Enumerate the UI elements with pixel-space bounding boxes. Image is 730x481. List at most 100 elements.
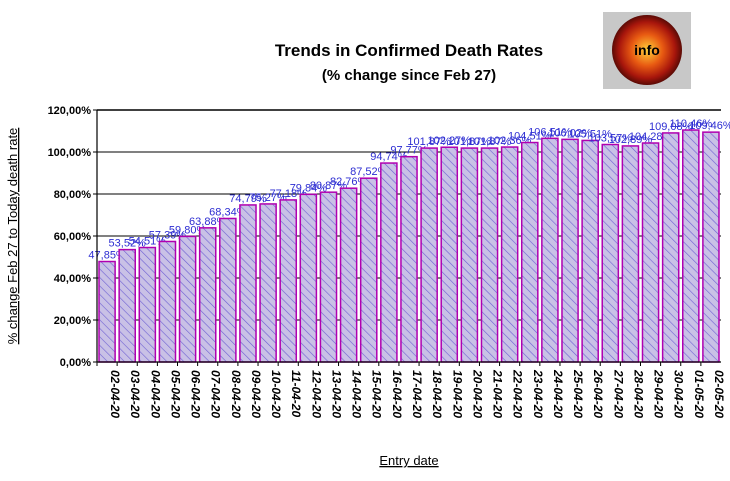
bar: [460, 147, 479, 363]
data-label: 105,51%: [568, 128, 612, 140]
data-label: 74,79%: [229, 193, 267, 205]
data-label: 103,57%: [589, 133, 633, 145]
x-tick-label: 21-04-20: [491, 369, 505, 418]
bar: [158, 240, 177, 363]
bar: [259, 203, 277, 363]
bar: [138, 246, 157, 363]
y-tick-label: 40,00%: [54, 273, 92, 285]
bar: [219, 217, 237, 363]
bar: [641, 142, 660, 363]
data-label: 101,87%: [407, 136, 451, 148]
data-label: 63,88%: [189, 216, 227, 228]
data-label: 77,18%: [270, 188, 308, 200]
data-label: 54,51%: [129, 236, 167, 248]
x-tick-label: 17-04-20: [410, 370, 424, 418]
y-axis-title: % change Feb 27 to Today death rate: [5, 128, 20, 345]
bar: [198, 227, 217, 363]
y-tick-label: 120,00%: [48, 105, 92, 117]
data-label: 102,36%: [488, 135, 532, 147]
x-tick-label: 22-04-20: [511, 369, 525, 418]
x-tick-label: 16-04-20: [390, 370, 404, 418]
data-label: 106,51%: [528, 126, 572, 138]
x-tick-label: 18-04-20: [430, 370, 444, 418]
data-label: 110,46%: [670, 118, 713, 130]
bar: [601, 143, 620, 363]
bar: [440, 146, 459, 363]
bar: [702, 131, 720, 363]
bar: [178, 235, 197, 363]
data-label: 59,80%: [169, 224, 207, 236]
x-axis-title: Entry date: [379, 453, 438, 468]
x-tick-label: 23-04-20: [531, 369, 545, 418]
data-label: 102,89%: [609, 134, 653, 146]
y-tick-label: 80,00%: [54, 189, 92, 201]
data-label: 101,87%: [468, 136, 512, 148]
data-label: 82,76%: [330, 176, 368, 188]
bar: [299, 193, 318, 363]
chart-title: Trends in Confirmed Death Rates: [275, 41, 543, 60]
chart-subtitle: (% change since Feb 27): [322, 67, 496, 84]
data-label: 80,87%: [310, 180, 348, 192]
x-tick-label: 04-04-20: [148, 370, 162, 418]
x-tick-label: 07-04-20: [209, 370, 223, 418]
data-label: 75,27%: [249, 192, 287, 204]
logo: info: [603, 12, 691, 89]
bar: [98, 260, 116, 363]
x-tick-label: 13-04-20: [329, 370, 343, 418]
data-label: 109,46%: [689, 120, 730, 132]
bar: [621, 145, 640, 363]
data-label: 79,84%: [290, 182, 328, 194]
bar: [581, 139, 599, 363]
bar: [500, 146, 519, 363]
bar: [682, 129, 700, 363]
x-tick-label: 28-04-20: [631, 369, 645, 418]
bar: [400, 155, 418, 363]
data-label: 102,27%: [428, 135, 472, 147]
bar: [480, 147, 499, 363]
y-tick-label: 20,00%: [54, 315, 92, 327]
data-label: 106,02%: [548, 127, 592, 139]
x-tick-label: 20-04-20: [470, 369, 484, 418]
bar: [420, 147, 438, 363]
y-tick-label: 60,00%: [54, 231, 92, 243]
x-tick-label: 08-04-20: [229, 370, 243, 418]
x-tick-label: 11-04-20: [289, 370, 303, 417]
bar: [279, 199, 298, 363]
x-tick-label: 02-04-20: [108, 370, 122, 418]
bar: [520, 141, 539, 363]
data-label: 57,39%: [149, 229, 187, 241]
x-tick-label: 26-04-20: [591, 369, 605, 418]
y-tick-label: 0,00%: [60, 357, 91, 369]
logo-globe-icon: [612, 15, 682, 85]
bar: [561, 138, 579, 363]
x-tick-label: 14-04-20: [350, 370, 364, 418]
data-label: 47,85%: [88, 250, 126, 262]
data-label: 109,08%: [649, 121, 693, 133]
bar: [239, 204, 257, 363]
x-tick-label: 27-04-20: [611, 369, 625, 418]
data-label: 94,74%: [370, 151, 408, 163]
x-tick-label: 10-04-20: [269, 370, 283, 418]
x-tick-label: 15-04-20: [370, 370, 384, 418]
data-label: 101,87%: [448, 136, 492, 148]
x-tick-label: 06-04-20: [189, 370, 203, 418]
x-tick-label: 05-04-20: [168, 370, 182, 418]
data-label: 53,52%: [109, 238, 147, 250]
data-label: 104,51%: [508, 131, 552, 143]
bar: [339, 187, 358, 363]
data-label: 87,52%: [350, 166, 388, 178]
x-tick-label: 09-04-20: [249, 370, 263, 418]
data-label: 97,77%: [390, 145, 428, 157]
bar: [319, 191, 338, 363]
bar: [541, 137, 559, 363]
x-tick-label: 24-04-20: [551, 369, 565, 418]
x-tick-label: 12-04-20: [309, 370, 323, 418]
x-tick-label: 01-05-20: [692, 370, 706, 418]
x-tick-label: 03-04-20: [128, 370, 142, 418]
x-tick-label: 29-04-20: [652, 369, 666, 418]
data-label: 68,34%: [209, 206, 247, 218]
x-tick-label: 02-05-20: [712, 370, 726, 418]
bar: [359, 177, 378, 363]
data-label: 104,28%: [629, 131, 673, 143]
bar: [380, 162, 398, 363]
